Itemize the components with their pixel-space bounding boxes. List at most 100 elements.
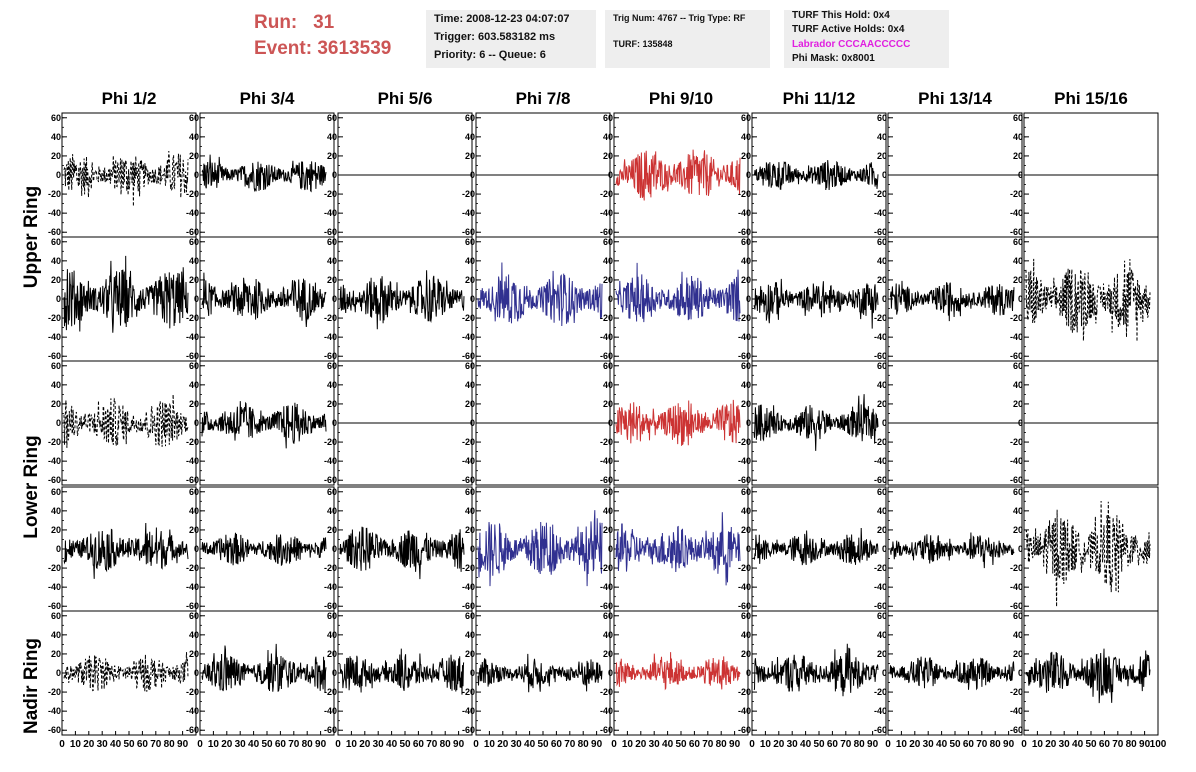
y-tick-label: 20 — [1013, 151, 1023, 161]
y-tick-label: -60 — [738, 475, 751, 485]
y-tick-label: 60 — [603, 361, 613, 371]
y-tick-label: 60 — [51, 487, 61, 497]
y-tick-label: 60 — [1013, 611, 1023, 621]
y-tick-label: -20 — [738, 313, 751, 323]
y-tick-label: -20 — [738, 189, 751, 199]
waveform-panel: -60 -40 -20 0 20 40 60 — [462, 236, 611, 362]
waveform-panel: -60 -40 -20 0 20 40 60 — [1010, 610, 1159, 736]
y-tick-label: 40 — [327, 132, 337, 142]
y-tick-label: 60 — [189, 487, 199, 497]
y-tick-label: -40 — [462, 208, 475, 218]
y-tick-label: 40 — [741, 132, 751, 142]
y-tick-label: -60 — [600, 601, 613, 611]
x-tick-label: 20 — [773, 739, 785, 750]
x-tick-label: 60 — [963, 739, 975, 750]
y-tick-label: 20 — [603, 649, 613, 659]
y-tick-label: -60 — [600, 725, 613, 735]
y-tick-label: -60 — [874, 475, 887, 485]
y-tick-label: -60 — [600, 351, 613, 361]
y-tick-label: 20 — [51, 151, 61, 161]
x-tick-label: 30 — [1059, 739, 1071, 750]
x-tick-label: 40 — [800, 739, 812, 750]
y-tick-label: 60 — [741, 237, 751, 247]
x-tick-label: 90 — [177, 739, 189, 750]
y-tick-label: 40 — [327, 380, 337, 390]
y-tick-label: -40 — [600, 332, 613, 342]
x-tick-label: 50 — [1085, 739, 1097, 750]
y-tick-label: -20 — [48, 189, 61, 199]
waveform-panel: -60 -40 -20 0 20 40 60 — [324, 486, 473, 612]
x-tick-label: 90 — [729, 739, 741, 750]
y-tick-label: 60 — [603, 113, 613, 123]
x-tick-label: 40 — [662, 739, 674, 750]
waveform-panel: -60 -40 -20 0 20 40 60 — [48, 486, 197, 612]
y-tick-label: 20 — [741, 275, 751, 285]
y-tick-label: 40 — [877, 380, 887, 390]
y-tick-label: 20 — [1013, 649, 1023, 659]
y-tick-label: 0 — [194, 544, 199, 554]
y-tick-label: 60 — [51, 361, 61, 371]
y-tick-label: 20 — [51, 649, 61, 659]
y-tick-label: 0 — [332, 668, 337, 678]
run-event-box: Run: 31 Event: 3613539 — [248, 10, 418, 66]
y-tick-label: 0 — [56, 170, 61, 180]
y-tick-label: 40 — [741, 380, 751, 390]
y-tick-label: 40 — [603, 132, 613, 142]
y-tick-label: 60 — [189, 113, 199, 123]
y-tick-label: -20 — [1010, 437, 1023, 447]
waveform-panel: -60 -40 -20 0 20 40 60 — [324, 610, 473, 736]
waveform-trace — [339, 270, 465, 330]
time-text: Time: 2008-12-23 04:07:07 — [434, 13, 570, 25]
y-tick-label: -60 — [874, 601, 887, 611]
y-tick-label: -40 — [186, 706, 199, 716]
y-tick-label: -40 — [186, 582, 199, 592]
waveform-trace — [1025, 500, 1151, 607]
waveform-panel: -60 -40 -20 0 20 40 60 — [600, 610, 749, 736]
y-tick-label: -40 — [874, 706, 887, 716]
x-tick-label: 90 — [1003, 739, 1015, 750]
y-tick-label: -40 — [738, 706, 751, 716]
waveform-panel: -60 -40 -20 0 20 40 60 — [874, 236, 1023, 362]
x-tick-label: 50 — [813, 739, 825, 750]
y-tick-label: 0 — [56, 668, 61, 678]
turf-active-holds-text: TURF Active Holds: 0x4 — [792, 24, 905, 35]
y-tick-label: 0 — [1018, 418, 1023, 428]
y-tick-label: -20 — [1010, 313, 1023, 323]
waveform-panel: -60 -40 -20 0 20 40 60 — [48, 236, 197, 362]
y-tick-label: 0 — [194, 668, 199, 678]
y-tick-label: 40 — [51, 630, 61, 640]
y-tick-label: -40 — [186, 208, 199, 218]
y-tick-label: 0 — [608, 294, 613, 304]
y-tick-label: 60 — [327, 361, 337, 371]
column-title: Phi 5/6 — [378, 89, 433, 108]
x-tick-label: 10 — [70, 739, 82, 750]
x-tick-label: 20 — [1045, 739, 1057, 750]
y-tick-label: 20 — [189, 275, 199, 285]
y-tick-label: 20 — [465, 275, 475, 285]
waveform-trace — [63, 394, 189, 448]
y-tick-label: -40 — [1010, 208, 1023, 218]
y-tick-label: -20 — [874, 687, 887, 697]
waveform-panel: -60 -40 -20 0 20 40 60 — [462, 360, 611, 486]
y-tick-label: -40 — [1010, 582, 1023, 592]
x-tick-label: 70 — [150, 739, 162, 750]
y-tick-label: 20 — [465, 525, 475, 535]
waveform-trace — [63, 522, 189, 579]
x-tick-label: 40 — [936, 739, 948, 750]
y-tick-label: 60 — [465, 611, 475, 621]
y-tick-label: -20 — [738, 687, 751, 697]
waveform-panel: -60 -40 -20 0 20 40 60 — [462, 486, 611, 612]
y-tick-label: 40 — [603, 256, 613, 266]
y-tick-label: 60 — [741, 113, 751, 123]
y-tick-label: 40 — [189, 506, 199, 516]
y-tick-label: 0 — [746, 418, 751, 428]
y-tick-label: 40 — [51, 506, 61, 516]
ring-label: Upper Ring — [21, 186, 42, 288]
y-tick-label: 60 — [465, 113, 475, 123]
y-tick-label: 20 — [603, 525, 613, 535]
y-tick-label: -60 — [48, 475, 61, 485]
y-tick-label: -40 — [1010, 456, 1023, 466]
y-tick-label: 40 — [1013, 256, 1023, 266]
y-tick-label: 20 — [465, 649, 475, 659]
y-tick-label: -60 — [738, 227, 751, 237]
